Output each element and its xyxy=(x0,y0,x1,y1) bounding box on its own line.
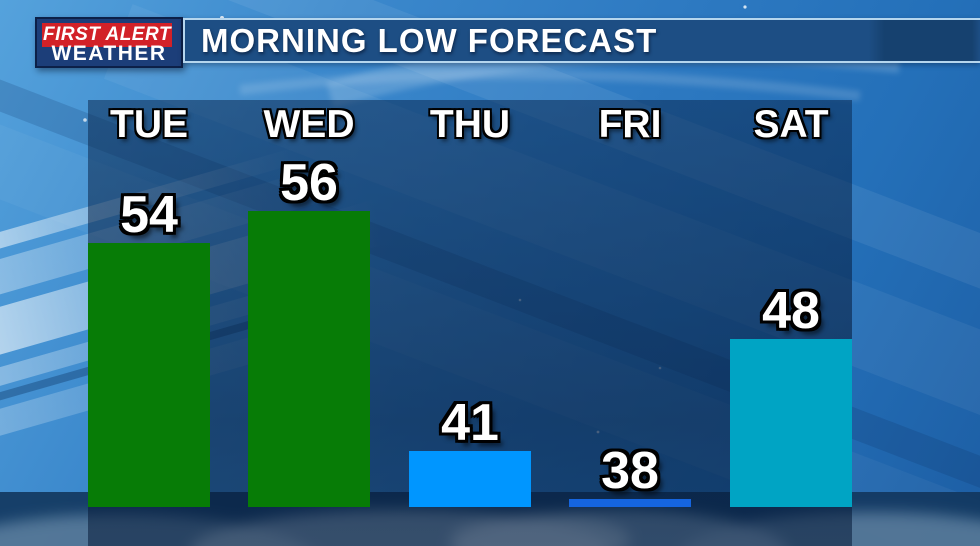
logo-first-alert-text: FIRST ALERT xyxy=(42,23,172,47)
day-label-tue: TUE xyxy=(110,103,188,146)
day-label-wed: WED xyxy=(263,103,355,146)
bar-fri xyxy=(569,499,691,507)
forecast-chart-panel: TUE 54 WED 56 THU 41 FRI 38 SAT 48 xyxy=(88,100,852,546)
value-label-fri: 38 xyxy=(601,442,659,500)
bar-group-fri: FRI 38 xyxy=(569,100,691,546)
header: FIRST ALERT WEATHER MORNING LOW FORECAST xyxy=(0,0,980,80)
bar-group-thu: THU 41 xyxy=(409,100,531,546)
value-label-tue: 54 xyxy=(120,186,178,244)
bar-group-tue: TUE 54 xyxy=(88,100,210,546)
value-label-sat: 48 xyxy=(762,282,820,340)
title-banner: MORNING LOW FORECAST xyxy=(183,18,980,63)
bar-wed xyxy=(248,211,370,507)
page-title: MORNING LOW FORECAST xyxy=(201,22,658,59)
bar-sat xyxy=(730,339,852,507)
day-label-fri: FRI xyxy=(598,103,662,146)
value-label-thu: 41 xyxy=(441,394,499,452)
day-label-thu: THU xyxy=(429,103,511,146)
bar-tue xyxy=(88,243,210,507)
bar-group-wed: WED 56 xyxy=(248,100,370,546)
bar-thu xyxy=(409,451,531,507)
logo-weather-text: WEATHER xyxy=(51,42,167,65)
bar-group-sat: SAT 48 xyxy=(730,100,852,546)
day-label-sat: SAT xyxy=(753,103,829,146)
value-label-wed: 56 xyxy=(280,154,338,212)
station-logo: FIRST ALERT WEATHER xyxy=(35,17,183,68)
